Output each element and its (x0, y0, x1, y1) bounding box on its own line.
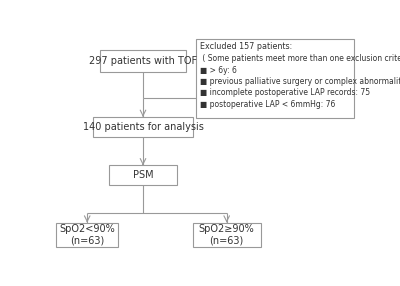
Text: PSM: PSM (133, 170, 153, 180)
Text: ( Some patients meet more than one exclusion criteria ): ( Some patients meet more than one exclu… (200, 54, 400, 63)
Text: 140 patients for analysis: 140 patients for analysis (82, 122, 204, 132)
Text: Excluded 157 patients:: Excluded 157 patients: (200, 42, 293, 51)
Text: SpO2≥90%
(n=63): SpO2≥90% (n=63) (199, 224, 254, 245)
Text: ■ previous palliative surgery or complex abnormality: 13: ■ previous palliative surgery or complex… (200, 77, 400, 86)
Text: SpO2<90%
(n=63): SpO2<90% (n=63) (59, 224, 115, 245)
Text: ■ > 6y: 6: ■ > 6y: 6 (200, 65, 237, 75)
Bar (100, 50, 186, 72)
Text: ■ incomplete postoperative LAP records: 75: ■ incomplete postoperative LAP records: … (200, 88, 370, 98)
Bar (56, 223, 118, 247)
Bar (193, 223, 261, 247)
Text: ■ postoperative LAP < 6mmHg: 76: ■ postoperative LAP < 6mmHg: 76 (200, 100, 336, 109)
Bar (94, 117, 193, 137)
Bar (196, 39, 354, 118)
Bar (109, 165, 177, 185)
Text: 297 patients with TOF: 297 patients with TOF (89, 56, 197, 66)
